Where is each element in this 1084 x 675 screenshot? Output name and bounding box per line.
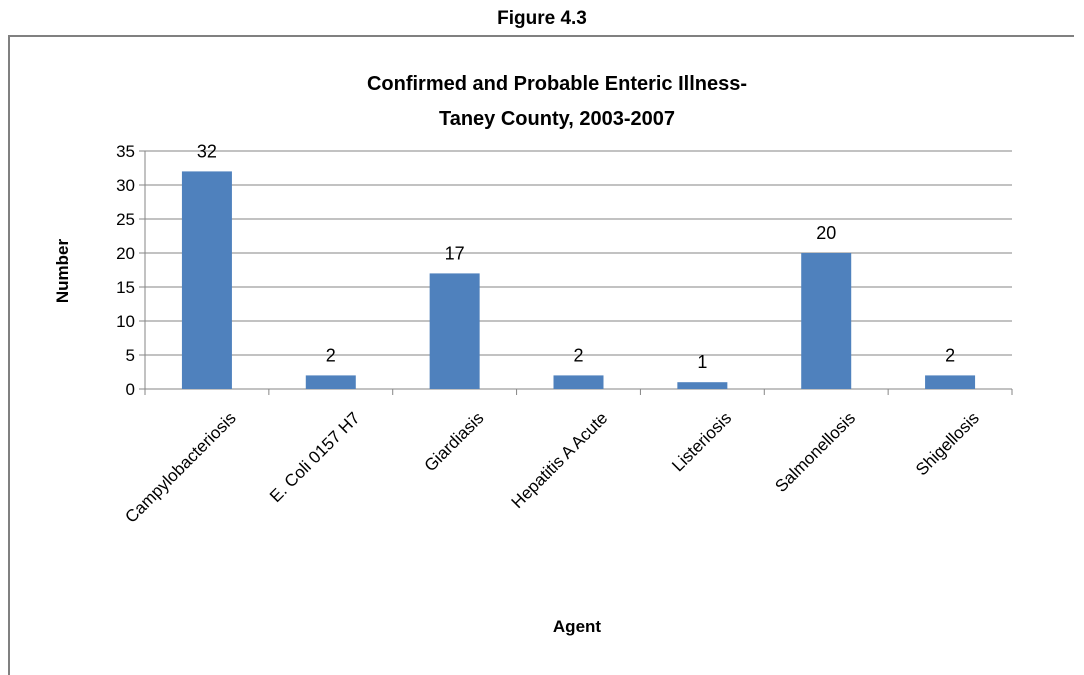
data-labels: 32 2 17 2 1 20 2 bbox=[197, 141, 955, 372]
y-tick-label: 35 bbox=[116, 142, 135, 161]
bars bbox=[181, 171, 976, 389]
x-axis-title: Agent bbox=[553, 617, 602, 636]
data-label: 17 bbox=[445, 243, 465, 263]
y-tick-labels: 0 5 10 15 20 25 30 35 bbox=[116, 142, 135, 399]
category-labels: Campylobacteriosis E. Coli 0157 H7 Giardia… bbox=[121, 408, 982, 526]
data-label: 2 bbox=[573, 345, 583, 365]
data-label: 2 bbox=[945, 345, 955, 365]
y-axis-title: Number bbox=[53, 239, 72, 304]
category-label: Hepatitis A Acute bbox=[508, 408, 612, 512]
chart-title-line-1: Confirmed and Probable Enteric Illness- bbox=[367, 73, 747, 95]
category-label: Campylobacteriosis bbox=[121, 408, 239, 526]
category-label: Salmonellosis bbox=[771, 408, 859, 496]
bar bbox=[925, 375, 976, 389]
y-tick-label: 20 bbox=[116, 244, 135, 263]
bar bbox=[181, 171, 232, 389]
bar bbox=[553, 375, 604, 389]
category-label: Shigellosis bbox=[912, 408, 983, 479]
category-label: E. Coli 0157 H7 bbox=[266, 408, 364, 506]
chart-title-line-2: Taney County, 2003-2007 bbox=[439, 108, 675, 130]
bar bbox=[677, 382, 728, 389]
y-tick-label: 10 bbox=[116, 312, 135, 331]
y-tick-label: 0 bbox=[126, 380, 135, 399]
y-tick-label: 15 bbox=[116, 278, 135, 297]
category-label: Giardiasis bbox=[421, 408, 488, 475]
data-label: 1 bbox=[697, 352, 707, 372]
figure-caption: Figure 4.3 bbox=[497, 8, 587, 29]
data-label: 32 bbox=[197, 141, 217, 161]
chart-frame bbox=[8, 35, 1074, 675]
bar bbox=[305, 375, 356, 389]
category-label: Listeriosis bbox=[668, 408, 735, 475]
bar bbox=[801, 253, 852, 389]
y-tick-label: 5 bbox=[126, 346, 135, 365]
data-label: 2 bbox=[326, 345, 336, 365]
y-tick-label: 25 bbox=[116, 210, 135, 229]
y-tick-label: 30 bbox=[116, 176, 135, 195]
bar bbox=[429, 273, 480, 389]
data-label: 20 bbox=[816, 223, 836, 243]
